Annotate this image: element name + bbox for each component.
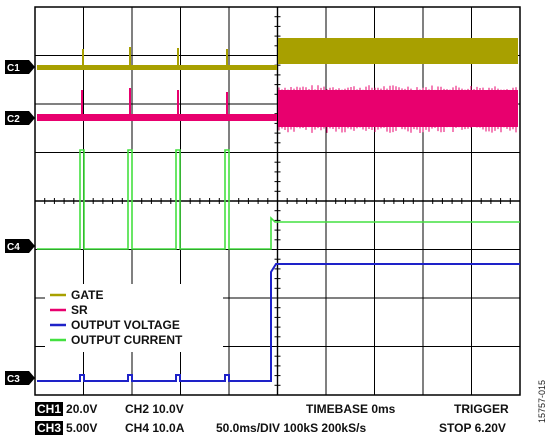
channel-marker-c3: C3 [5,371,35,385]
sr-spikes [81,88,228,114]
figure-id: 15757-015 [532,345,554,425]
sr-trace-before [37,114,277,121]
legend-label-output-voltage: OUTPUT VOLTAGE [71,318,180,332]
output-voltage-trace [37,263,520,382]
ch1-tag: CH1 [35,402,64,416]
ch3-readout: CH3 5.00V [35,421,97,435]
gate-trace [37,38,518,70]
legend-item-output-current: OUTPUT CURRENT [50,333,183,347]
channel-marker-c2: C2 [5,111,35,125]
trace-legend: GATE SR OUTPUT VOLTAGE OUTPUT CURRENT [45,284,223,352]
figure-id-label: 15757-015 [537,379,547,423]
gate-trace-after [278,38,518,64]
sr-trace-after [278,90,518,127]
ch2-readout: CH2 10.0V [125,402,184,416]
channel-marker-c3-label: C3 [7,374,20,385]
legend-item-gate: GATE [50,288,103,302]
channel-marker-c2-label: C2 [7,114,20,125]
timebase-readout: TIMEBASE 0ms [306,402,396,416]
channel-marker-c4: C4 [5,239,35,253]
gate-spikes [82,47,228,70]
legend-item-sr: SR [50,303,88,317]
legend-background [45,284,223,352]
legend-label-sr: SR [71,303,88,317]
ch1-scale: 20.0V [66,402,98,416]
sampling-readout: 50.0ms/DIV 100kS 200kS/s [216,421,367,435]
sr-trace [37,85,518,133]
channel-marker-c1: C1 [5,60,35,74]
output-current-trace [37,149,520,250]
legend-label-gate: GATE [71,288,103,302]
legend-item-output-voltage: OUTPUT VOLTAGE [50,318,180,332]
ch3-scale: 5.00V [66,421,98,435]
channel-marker-c4-label: C4 [7,242,20,253]
trigger-label: TRIGGER [454,402,509,416]
trigger-state: STOP 6.20V [439,421,506,435]
gate-trace-before [37,65,277,70]
ch3-tag: CH3 [35,421,64,435]
sr-noise [278,85,517,133]
channel-marker-c1-label: C1 [7,63,20,74]
ch1-readout: CH1 20.0V [35,402,97,416]
ch4-readout: CH4 10.0A [125,421,185,435]
legend-label-output-current: OUTPUT CURRENT [71,333,183,347]
